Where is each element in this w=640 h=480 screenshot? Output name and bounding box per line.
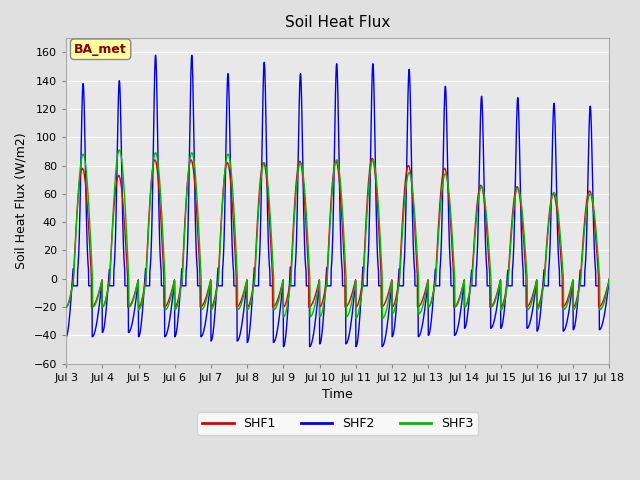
SHF3 bbox=[400, 207, 408, 213]
SHF2 bbox=[211, 316, 218, 322]
SHF3 bbox=[343, 313, 351, 319]
SHF1 bbox=[163, 301, 171, 307]
SHF1 bbox=[343, 303, 351, 309]
SHF3 bbox=[211, 299, 218, 305]
Title: Soil Heat Flux: Soil Heat Flux bbox=[285, 15, 390, 30]
SHF2 bbox=[582, 249, 590, 255]
Text: BA_met: BA_met bbox=[74, 43, 127, 56]
SHF1 bbox=[369, 156, 376, 161]
SHF3 bbox=[605, 276, 613, 282]
SHF2 bbox=[280, 344, 287, 349]
SHF2 bbox=[499, 316, 507, 322]
Line: SHF1: SHF1 bbox=[66, 158, 609, 307]
SHF1 bbox=[400, 199, 408, 204]
Legend: SHF1, SHF2, SHF3: SHF1, SHF2, SHF3 bbox=[197, 412, 478, 435]
SHF2 bbox=[164, 328, 172, 334]
SHF3 bbox=[582, 211, 590, 216]
SHF2 bbox=[344, 339, 351, 345]
Y-axis label: Soil Heat Flux (W/m2): Soil Heat Flux (W/m2) bbox=[15, 132, 28, 269]
SHF1 bbox=[211, 298, 218, 303]
SHF1 bbox=[582, 206, 589, 212]
SHF1 bbox=[62, 304, 70, 310]
SHF3 bbox=[352, 315, 360, 321]
Line: SHF2: SHF2 bbox=[66, 55, 609, 347]
SHF1 bbox=[605, 276, 613, 282]
SHF3 bbox=[116, 147, 124, 153]
Line: SHF3: SHF3 bbox=[66, 150, 609, 318]
SHF2 bbox=[605, 276, 613, 282]
SHF3 bbox=[164, 305, 172, 311]
SHF1 bbox=[499, 301, 507, 307]
SHF3 bbox=[499, 303, 507, 309]
SHF2 bbox=[62, 334, 70, 340]
SHF3 bbox=[62, 304, 70, 310]
X-axis label: Time: Time bbox=[323, 388, 353, 401]
SHF2 bbox=[152, 52, 159, 58]
SHF2 bbox=[400, 264, 408, 270]
